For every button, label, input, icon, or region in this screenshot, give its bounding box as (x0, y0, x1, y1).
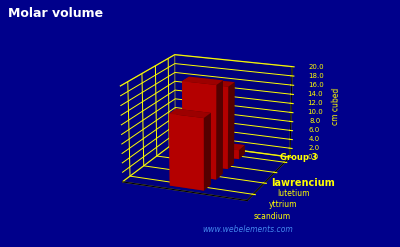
Text: Molar volume: Molar volume (8, 7, 103, 21)
Text: www.webelements.com: www.webelements.com (203, 225, 293, 234)
